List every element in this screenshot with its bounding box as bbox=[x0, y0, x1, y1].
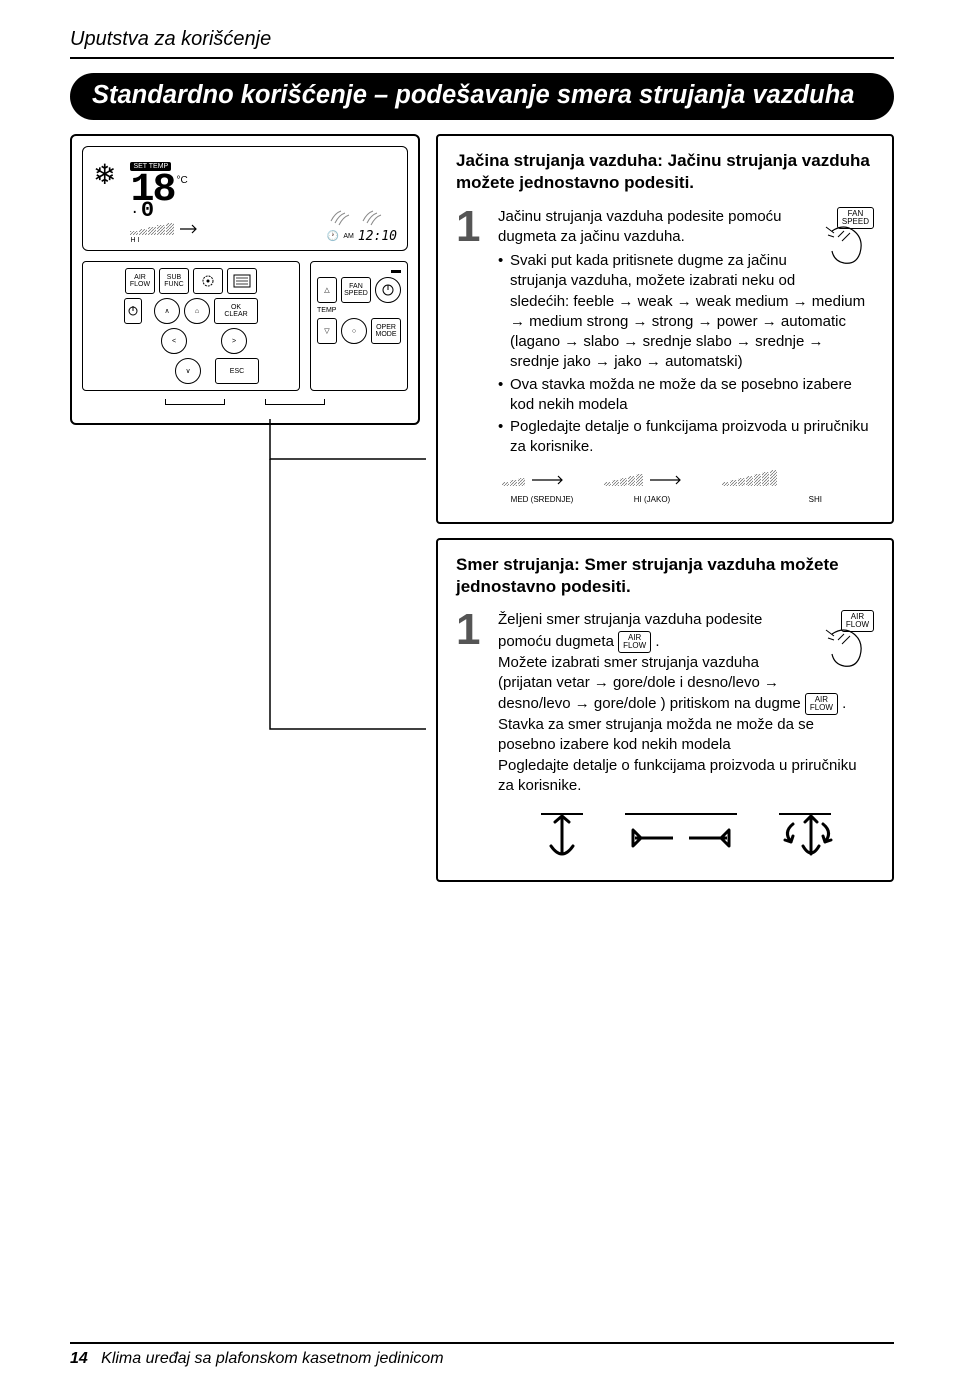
box1-title: Jačina strujanja vazduha: Jačinu strujan… bbox=[456, 150, 874, 194]
box2-l4: Pogledajte detalje o funkcijama proizvod… bbox=[498, 757, 857, 794]
page-title: Standardno korišćenje – podešavanje smer… bbox=[70, 73, 894, 120]
air-direction-box: Smer strujanja: Smer strujanja vazduha m… bbox=[436, 538, 894, 882]
fan-speed-box: Jačina strujanja vazduha: Jačinu strujan… bbox=[436, 134, 894, 524]
fan-indicator-icon bbox=[130, 223, 202, 237]
air-flow-key-inline: AIR FLOW bbox=[618, 631, 651, 653]
fan-mode-key[interactable] bbox=[193, 268, 223, 294]
step-number: 1 bbox=[456, 207, 486, 247]
vane2-icon bbox=[361, 207, 387, 227]
power-key[interactable] bbox=[124, 298, 142, 324]
vent-key[interactable] bbox=[227, 268, 257, 294]
hi-label: HI bbox=[130, 237, 202, 244]
box1-bullet3: Pogledajte detalje o funkcijama proizvod… bbox=[498, 417, 874, 458]
step-number-2: 1 bbox=[456, 610, 486, 650]
bottom-slots bbox=[82, 399, 408, 405]
breadcrumb: Uputstva za korišćenje bbox=[70, 28, 894, 51]
box2-l2b: . bbox=[842, 695, 846, 712]
air-flow-key-inline-2: AIR FLOW bbox=[805, 693, 838, 715]
temp-decimal: 0 bbox=[141, 201, 152, 221]
clock-icon: 🕐 bbox=[327, 231, 339, 242]
am-label: AM bbox=[343, 233, 354, 240]
direction-icons bbox=[498, 810, 874, 864]
box2-l3: Stavka za smer strujanja možda ne može d… bbox=[498, 716, 814, 753]
ok-clear-key[interactable]: OK CLEAR bbox=[214, 298, 258, 324]
fan-hi-label: HI (JAKO) bbox=[604, 495, 700, 506]
rule-top bbox=[70, 57, 894, 59]
air-flow-key[interactable]: AIR FLOW bbox=[125, 268, 155, 294]
temp-label: TEMP bbox=[317, 307, 401, 314]
esc-key[interactable]: ESC bbox=[215, 358, 259, 384]
right-keypad: ▬ △ FAN SPEED TEMP ▽ ○ OPER MODE bbox=[310, 261, 408, 391]
fan-speed-key[interactable]: FAN SPEED bbox=[341, 277, 371, 303]
power2-key[interactable] bbox=[375, 277, 401, 303]
fan-med-label: MED (SREDNJE) bbox=[502, 495, 582, 506]
fan-hi-icon bbox=[604, 470, 700, 490]
down-key[interactable]: ∨ bbox=[175, 358, 201, 384]
ir-icon: ▬ bbox=[317, 268, 401, 273]
box2-l2: Možete izabrati smer strujanja vazduha (… bbox=[498, 654, 805, 712]
left-keypad: AIR FLOW SUB FUNC bbox=[82, 261, 300, 391]
box1-bullet2: Ova stavka možda ne može da se posebno i… bbox=[498, 375, 874, 416]
box2-l1b: . bbox=[655, 633, 659, 650]
fan-shi-label: SHI bbox=[722, 495, 822, 506]
connector-lines bbox=[70, 419, 420, 939]
fan-shi-icon bbox=[722, 470, 822, 490]
right-key[interactable]: > bbox=[221, 328, 247, 354]
box2-title: Smer strujanja: Smer strujanja vazduha m… bbox=[456, 554, 874, 598]
footer-page-num: 14 bbox=[70, 1350, 88, 1367]
oper-mode-key[interactable]: OPER MODE bbox=[371, 318, 401, 344]
vane-icon bbox=[327, 207, 357, 227]
fan-med-icon bbox=[502, 470, 582, 490]
temp-up-key[interactable]: △ bbox=[317, 277, 337, 303]
box1-bullet1: Svaki put kada pritisnete dugme za jačin… bbox=[498, 251, 874, 373]
leftright-icon bbox=[621, 810, 741, 864]
footer-caption: Klima uređaj sa plafonskom kasetnom jedi… bbox=[101, 1350, 443, 1367]
combo-icon bbox=[775, 810, 835, 864]
box1-lead: Jačinu strujanja vazduha podesite pomoću… bbox=[498, 208, 782, 245]
sub-func-key[interactable]: SUB FUNC bbox=[159, 268, 189, 294]
snowflake-icon: ❄ bbox=[93, 161, 116, 189]
temp-unit: °C bbox=[176, 175, 187, 186]
remote-display: ❄ SET TEMP 18 °C . 0 bbox=[82, 146, 408, 251]
updown-icon bbox=[537, 810, 587, 864]
page-footer: 14 Klima uređaj sa plafonskom kasetnom j… bbox=[70, 1342, 894, 1368]
clock-time: 12:10 bbox=[358, 229, 397, 244]
blank-key[interactable]: ○ bbox=[341, 318, 367, 344]
fan-level-row: MED (SREDNJE) HI (JAKO) bbox=[498, 470, 874, 507]
temp-down-key[interactable]: ▽ bbox=[317, 318, 337, 344]
hand-press-icon-2: AIR FLOW bbox=[804, 610, 874, 678]
remote-column: ❄ SET TEMP 18 °C . 0 bbox=[70, 134, 420, 939]
home-key[interactable]: ⌂ bbox=[184, 298, 210, 324]
remote-outline: ❄ SET TEMP 18 °C . 0 bbox=[70, 134, 420, 425]
left-key[interactable]: < bbox=[161, 328, 187, 354]
up-key[interactable]: ∧ bbox=[154, 298, 180, 324]
